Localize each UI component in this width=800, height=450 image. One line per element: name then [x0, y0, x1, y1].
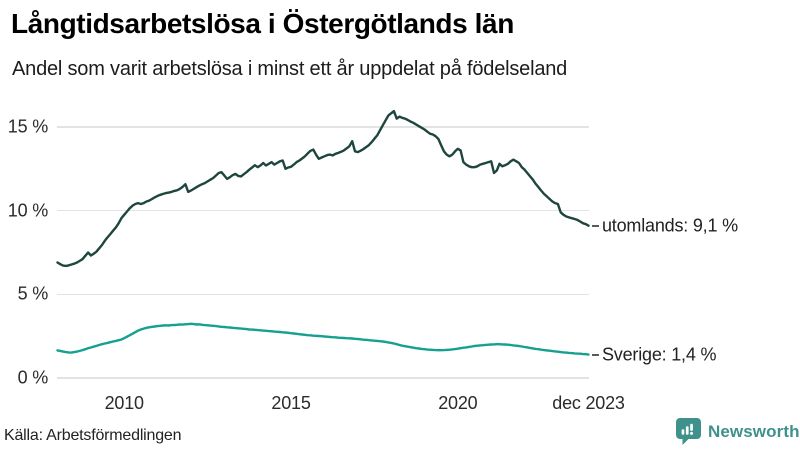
x-axis-tick-label: 2010 [104, 393, 144, 413]
gridline-0pct [57, 377, 589, 379]
line-Sverige [56, 322, 590, 356]
x-axis-tick-label: 2015 [271, 393, 311, 413]
newsworthy-logo: Newsworthy [676, 418, 800, 445]
x-axis-tick-label: dec 2023 [552, 393, 625, 413]
series-label-dash [591, 224, 599, 227]
y-axis-tick-label: 10 % [7, 200, 48, 221]
gridline-15pct [57, 126, 589, 128]
series-end-label-utomlands: utomlands: 9,1 % [602, 215, 738, 236]
page-title: Långtidsarbetslösa i Östergötlands län [11, 8, 514, 39]
gridline-10pct [57, 209, 589, 212]
newsworthy-wordmark: Newsworthy [708, 421, 800, 441]
source-note: Källa: Arbetsförmedlingen [4, 427, 182, 444]
y-axis-tick-label: 15 % [7, 116, 48, 137]
line-utomlands [56, 109, 590, 268]
y-axis-tick-label: 0 % [17, 367, 49, 388]
newsworthy-bar-chart-bubble-icon [676, 418, 701, 445]
gridline-5pct [57, 293, 589, 296]
y-axis-tick-label: 5 % [17, 283, 49, 304]
series-label-dash [591, 353, 599, 356]
x-axis-tick-label: 2020 [438, 393, 478, 413]
series-end-label-Sverige: Sverige: 1,4 % [602, 344, 717, 365]
chart-subtitle: Andel som varit arbetslösa i minst ett å… [12, 58, 568, 80]
